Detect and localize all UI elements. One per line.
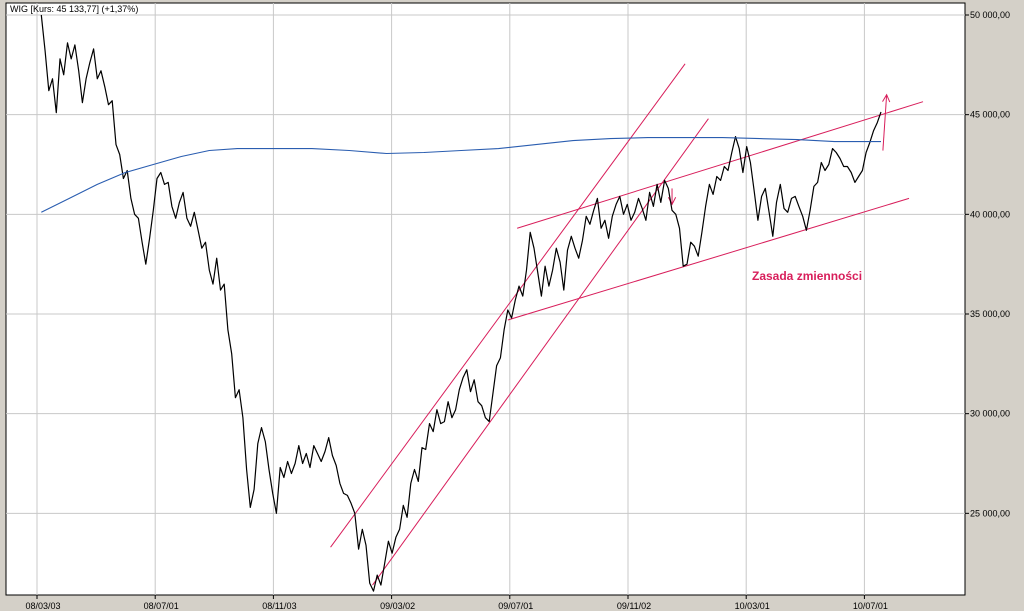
axes: 50 000,00 45 000,00 40 000,00 35 000,00 30 0… <box>25 10 1010 611</box>
trend-line <box>882 94 888 151</box>
y-tick-label: 25 000,00 <box>970 508 1010 518</box>
series-layer <box>40 14 882 592</box>
arrow-head-up <box>882 93 891 103</box>
price-series-line <box>40 14 882 592</box>
x-tick-label: 08/11/03 <box>262 601 296 611</box>
x-tick-label: 09/03/02 <box>380 601 415 611</box>
trend-line <box>372 118 709 586</box>
moving-average-line <box>41 137 881 213</box>
x-tick-label: 09/11/02 <box>617 601 651 611</box>
y-tick-label: 45 000,00 <box>970 110 1010 120</box>
trend-line <box>330 63 686 548</box>
y-tick-label: 50 000,00 <box>970 10 1010 20</box>
plot-area <box>5 2 966 596</box>
trend-lines <box>330 63 924 586</box>
x-tick-label: 10/03/01 <box>735 601 770 611</box>
trend-line <box>517 101 924 229</box>
x-tick-label: 09/07/01 <box>498 601 533 611</box>
x-tick-label: 10/07/01 <box>853 601 888 611</box>
grid <box>6 3 965 595</box>
annotation-label: Zasada zmienności <box>752 269 862 283</box>
y-tick-label: 30 000,00 <box>970 409 1010 419</box>
y-tick-label: 40 000,00 <box>970 209 1010 219</box>
trend-line <box>507 197 910 321</box>
chart-title: WIG [Kurs: 45 133,77] (+1,37%) <box>10 4 138 14</box>
y-tick-label: 35 000,00 <box>970 309 1010 319</box>
x-tick-label: 08/07/01 <box>144 601 179 611</box>
x-tick-label: 08/03/03 <box>25 601 60 611</box>
